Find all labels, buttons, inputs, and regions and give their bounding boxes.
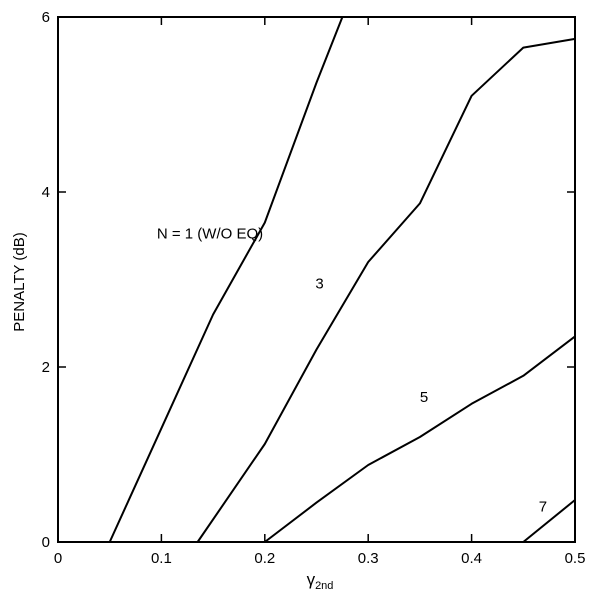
x-axis-title-symbol: γ <box>307 570 316 589</box>
y-tick-label: 2 <box>42 359 50 376</box>
series-label-2: 3 <box>315 275 323 292</box>
y-tick-label: 0 <box>42 534 50 551</box>
x-axis-title: γ2nd <box>307 570 334 592</box>
series-line-4 <box>522 499 576 543</box>
series-line-1 <box>108 16 344 543</box>
plot-frame <box>57 16 576 543</box>
x-tick-label: 0.4 <box>461 550 482 567</box>
y-axis-title: PENALTY (dB) <box>11 232 28 331</box>
y-tick-label: 4 <box>42 184 50 201</box>
series-label-3: 5 <box>420 389 428 406</box>
series-line-2 <box>196 37 576 543</box>
series-label-4: 7 <box>539 498 547 515</box>
x-tick-label: 0.1 <box>151 550 172 567</box>
x-tick-label: 0.3 <box>358 550 379 567</box>
series-label-1: N = 1 (W/O EQ) <box>157 225 263 242</box>
x-tick-label: 0.2 <box>254 550 275 567</box>
x-axis-title-subscript: 2nd <box>315 580 333 592</box>
y-tick-label: 6 <box>42 9 50 26</box>
series-line-3 <box>264 335 576 543</box>
x-tick-label: 0 <box>54 550 62 567</box>
x-tick-label: 0.5 <box>565 550 586 567</box>
